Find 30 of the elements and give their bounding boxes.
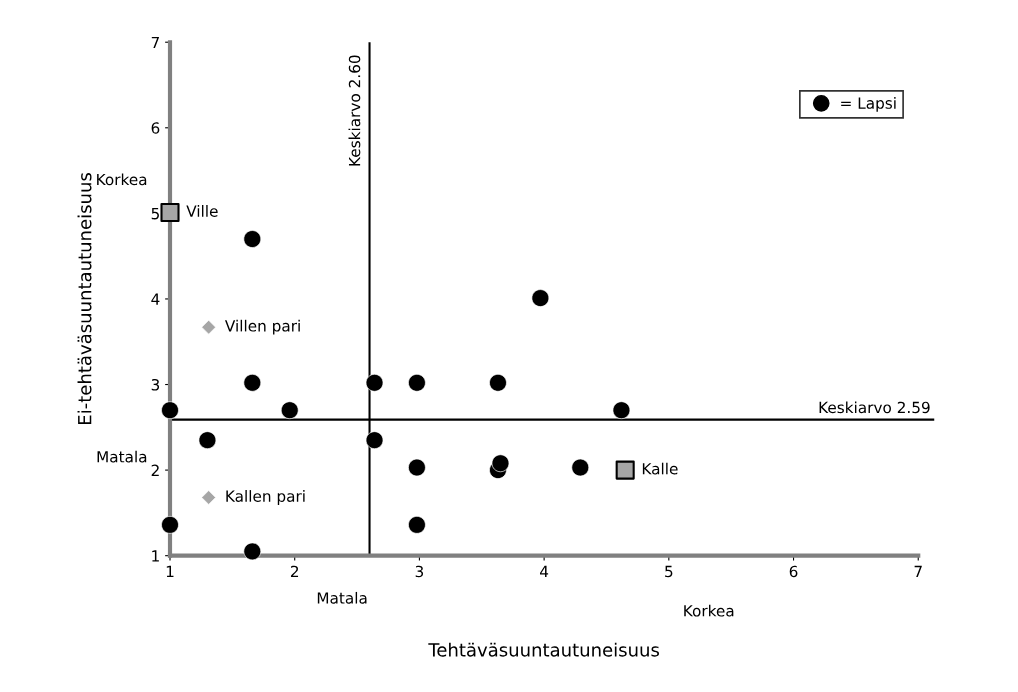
text: Matala [97, 450, 147, 463]
x-tick-label: 1 [166, 565, 174, 578]
x-tick-label: 2 [290, 565, 299, 578]
x-tick-label: 3 [415, 565, 424, 578]
point [160, 202, 180, 223]
x-tick-label: 5 [665, 565, 673, 578]
y-tick-label: 3 [151, 378, 160, 391]
text: Korkea [684, 604, 734, 617]
ref-line-label: Keskiarvo 2.60 [348, 55, 361, 166]
series-label: Kalle [642, 462, 678, 475]
series-label: Villen pari [225, 319, 300, 335]
y-axis-title: Ei-tehtäväsuuntautuneisuus [77, 173, 92, 424]
text: Korkea [97, 173, 147, 186]
y-tick-label: 4 [151, 293, 160, 305]
series-label: Kallen pari [226, 490, 305, 505]
ref-line-label: Keskiarvo 2.59 [819, 401, 930, 414]
y-tick-label: 5 [151, 208, 159, 220]
y-tick-label: 1 [152, 550, 159, 562]
x-axis-title: Tehtäväsuuntautuneisuus [428, 642, 659, 657]
series-label: Ville [186, 205, 218, 217]
y-tick-label: 6 [151, 122, 160, 134]
y-tick-label: 2 [151, 464, 159, 476]
legend-label: = Lapsi [841, 97, 896, 112]
text: Matala [317, 591, 367, 604]
point [365, 431, 384, 449]
x-tick-label: 4 [540, 565, 549, 578]
x-tick-label: 6 [789, 565, 798, 578]
x-tick-label: 7 [914, 565, 922, 578]
y-tick-label: 7 [151, 36, 159, 49]
point [615, 460, 635, 480]
